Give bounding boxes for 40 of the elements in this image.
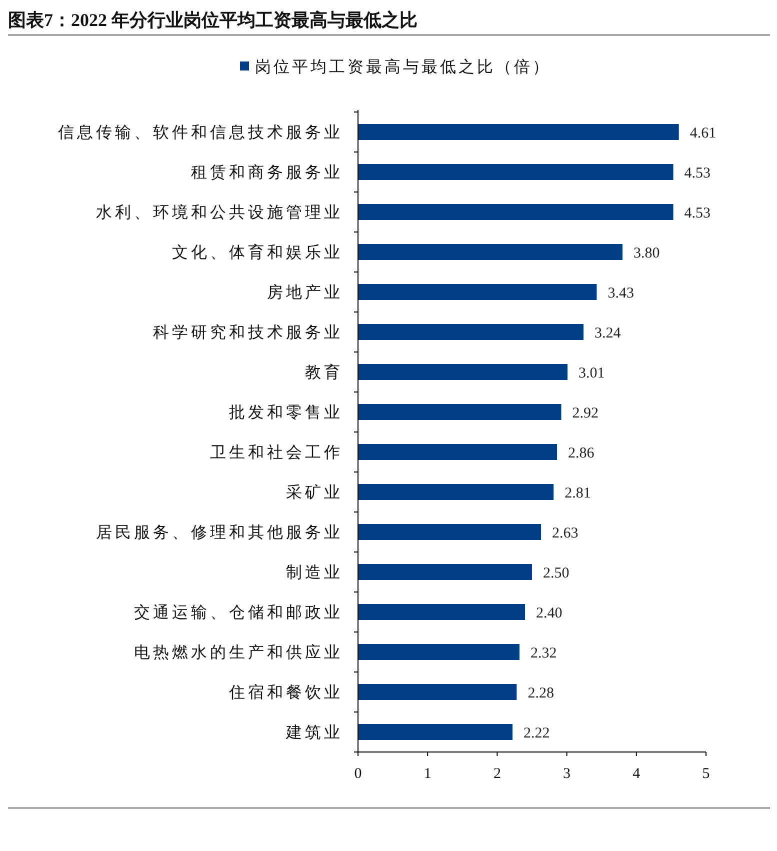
title: 图表7：2022 年分行业岗位平均工资最高与最低之比 [8,10,418,30]
tick-label: 1 [424,766,432,782]
category-label: 批发和零售业 [229,404,343,422]
category-label: 采矿业 [286,484,343,502]
category-label: 教育 [305,364,343,382]
category-label: 信息传输、软件和信息技术服务业 [58,124,343,142]
data-label: 2.63 [552,526,578,542]
category-label: 电热燃水的生产和供应业 [134,644,343,662]
data-label: 3.80 [633,246,660,262]
data-label: 2.92 [572,406,598,422]
tick-label: 5 [702,766,710,782]
category-label: 租赁和商务服务业 [191,164,343,182]
data-label: 2.40 [536,606,562,622]
tick-label: 3 [563,766,571,782]
data-label: 3.01 [578,366,605,382]
category-label: 水利、环境和公共设施管理业 [96,204,343,222]
tick-label: 2 [493,766,501,782]
data-label: 2.50 [543,566,570,582]
data-label: 2.81 [564,486,591,502]
category-label: 房地产业 [267,284,343,302]
category-label: 交通运输、仓储和邮政业 [134,604,343,622]
legend-label: 岗位平均工资最高与最低之比（倍） [255,59,551,76]
category-label: 住宿和餐饮业 [229,684,343,702]
category-label: 建筑业 [286,724,343,742]
data-label: 2.28 [528,686,554,702]
data-label: 4.53 [684,206,711,222]
category-label: 制造业 [286,564,343,582]
data-label: 2.22 [524,726,550,742]
category-label: 卫生和社会工作 [210,444,343,462]
tick-label: 4 [632,766,640,782]
data-label: 4.61 [690,126,716,142]
data-label: 3.43 [608,286,634,302]
data-label: 3.24 [594,326,621,342]
data-label: 2.32 [530,646,557,662]
data-label: 2.86 [568,446,594,462]
category-label: 科学研究和技术服务业 [153,324,343,342]
data-label: 4.53 [684,166,711,182]
tick-label: 0 [354,766,362,782]
category-label: 居民服务、修理和其他服务业 [96,524,343,542]
category-label: 文化、体育和娱乐业 [172,244,343,262]
